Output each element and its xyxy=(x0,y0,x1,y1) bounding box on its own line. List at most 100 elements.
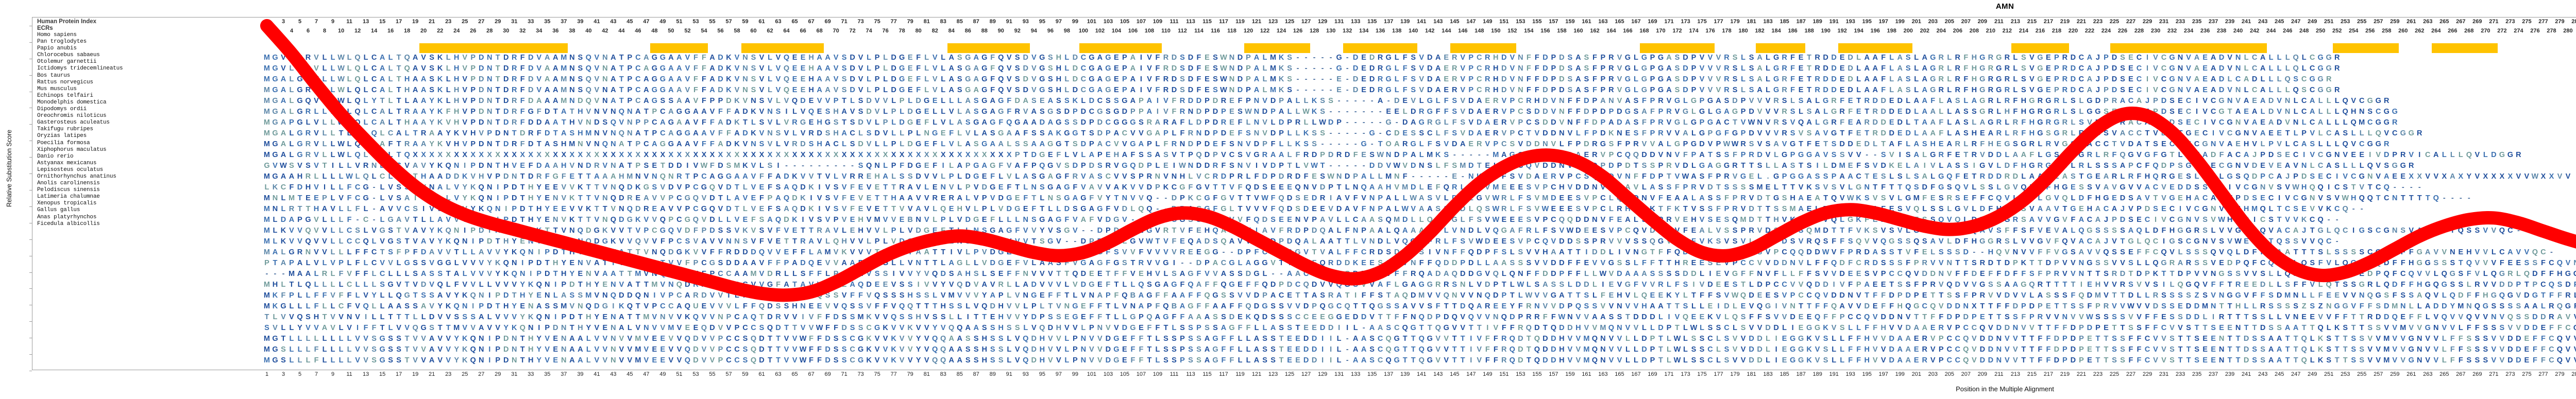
position-tick-label-bottom: 103 xyxy=(1104,371,1113,377)
position-tick-label-bottom: 245 xyxy=(2275,371,2284,377)
position-tick-label-bottom: 181 xyxy=(1747,371,1756,377)
position-tick-label: 31 xyxy=(511,19,517,25)
position-tick-label: 259 xyxy=(2390,19,2399,25)
position-tick-label: 97 xyxy=(1056,19,1062,25)
species-label: Oryzias latipes xyxy=(37,133,123,140)
position-tick-label: 221 xyxy=(2077,19,2086,25)
position-tick-label: 83 xyxy=(940,19,946,25)
position-tick-label: 237 xyxy=(2209,19,2218,25)
position-tick-label-bottom: 183 xyxy=(1763,371,1772,377)
species-label: Rattus norvegicus xyxy=(37,79,123,86)
position-tick-label: 170 xyxy=(1656,28,1665,34)
position-tick-label: 81 xyxy=(924,19,930,25)
position-tick-label: 123 xyxy=(1268,19,1278,25)
position-tick-label: 9 xyxy=(331,19,334,25)
ecr-region-bar xyxy=(1838,43,1912,53)
position-tick-label-bottom: 5 xyxy=(298,371,301,377)
species-label: Xiphophorus maculatus xyxy=(37,147,123,153)
position-tick-label: 186 xyxy=(1788,28,1797,34)
position-tick-label-bottom: 163 xyxy=(1598,371,1607,377)
position-tick-label: 118 xyxy=(1227,28,1236,34)
position-tick-label-bottom: 271 xyxy=(2489,371,2498,377)
position-tick-label: 88 xyxy=(981,28,988,34)
position-tick-label-bottom: 101 xyxy=(1087,371,1096,377)
y-axis-tick-mark xyxy=(29,42,32,43)
position-tick-label: 41 xyxy=(594,19,600,25)
ecr-region-bar xyxy=(741,43,824,53)
position-tick-label: 71 xyxy=(841,19,847,25)
position-tick-label: 203 xyxy=(1928,19,1938,25)
position-tick-label-bottom: 81 xyxy=(924,371,930,377)
position-tick-label: 6 xyxy=(307,28,310,34)
position-tick-label-bottom: 221 xyxy=(2077,371,2086,377)
position-tick-label: 99 xyxy=(1072,19,1078,25)
position-tick-label: 176 xyxy=(1705,28,1715,34)
position-tick-label-bottom: 53 xyxy=(692,371,699,377)
position-tick-label: 183 xyxy=(1763,19,1772,25)
position-tick-label: 101 xyxy=(1087,19,1096,25)
position-tick-label-bottom: 243 xyxy=(2258,371,2267,377)
position-tick-label-bottom: 263 xyxy=(2423,371,2432,377)
position-tick-label: 162 xyxy=(1590,28,1599,34)
position-tick-label: 92 xyxy=(1014,28,1021,34)
position-tick-label: 55 xyxy=(709,19,715,25)
position-tick-label: 190 xyxy=(1821,28,1830,34)
position-tick-label: 125 xyxy=(1285,19,1294,25)
position-tick-label: 233 xyxy=(2176,19,2185,25)
position-tick-label: 271 xyxy=(2489,19,2498,25)
position-tick-label: 66 xyxy=(800,28,806,34)
position-tick-label: 226 xyxy=(2118,28,2127,34)
position-tick-label: 20 xyxy=(420,28,427,34)
position-tick-label-bottom: 89 xyxy=(990,371,996,377)
position-tick-label: 8 xyxy=(323,28,326,34)
position-tick-label: 247 xyxy=(2291,19,2300,25)
position-tick-label: 239 xyxy=(2225,19,2234,25)
species-label: Latimeria chalumnae xyxy=(37,194,123,200)
position-tick-label: 173 xyxy=(1681,19,1690,25)
position-tick-label: 27 xyxy=(478,19,484,25)
position-tick-label: 114 xyxy=(1194,28,1204,34)
top-position-axis: 1 3 5 7 9 11 13 15 17 19 21 23 25 27 29 31 33 35 37 39 41 43 4… xyxy=(32,18,2576,38)
position-tick-label-bottom: 15 xyxy=(379,371,385,377)
species-label: Anas platyrhynchos xyxy=(37,214,123,221)
position-tick-label-bottom: 17 xyxy=(396,371,402,377)
position-tick-label-bottom: 219 xyxy=(2060,371,2070,377)
position-tick-label: 270 xyxy=(2481,28,2490,34)
position-tick-label: 35 xyxy=(544,19,550,25)
position-tick-label: 255 xyxy=(2357,19,2366,25)
position-tick-label: 165 xyxy=(1615,19,1624,25)
position-tick-label: 129 xyxy=(1318,19,1327,25)
position-tick-label: 267 xyxy=(2456,19,2465,25)
position-tick-label: 17 xyxy=(396,19,402,25)
position-tick-label: 260 xyxy=(2398,28,2408,34)
position-tick-label: 261 xyxy=(2406,19,2416,25)
position-tick-label: 197 xyxy=(1879,19,1888,25)
position-tick-label-bottom: 25 xyxy=(462,371,468,377)
position-tick-label-bottom: 153 xyxy=(1516,371,1525,377)
ecr-region-bar xyxy=(1450,43,1517,53)
position-tick-label: 265 xyxy=(2439,19,2449,25)
position-tick-label: 149 xyxy=(1483,19,1492,25)
position-tick-label-bottom: 255 xyxy=(2357,371,2366,377)
species-label: Astyanax mexicanus xyxy=(37,160,123,167)
species-label: Anolis carolinensis xyxy=(37,180,123,187)
position-tick-label: 192 xyxy=(1838,28,1847,34)
position-tick-label: 160 xyxy=(1573,28,1583,34)
position-tick-label: 21 xyxy=(429,19,435,25)
position-tick-label: 241 xyxy=(2242,19,2251,25)
position-tick-label: 201 xyxy=(1912,19,1921,25)
position-tick-label: 5 xyxy=(298,19,301,25)
position-tick-label: 1 xyxy=(265,19,268,25)
position-tick-label-bottom: 175 xyxy=(1697,371,1706,377)
ecr-region-bar xyxy=(2011,43,2069,53)
top-axis-even-ticks: 2 4 6 8 10 12 14 16 18 20 22 24 26 28 30 32 34 36 38 40 42 44… xyxy=(32,28,2576,37)
position-tick-label-bottom: 151 xyxy=(1499,371,1509,377)
position-tick-label: 266 xyxy=(2448,28,2457,34)
position-tick-label: 195 xyxy=(1862,19,1872,25)
species-label: Homo sapiens xyxy=(37,32,123,39)
position-tick-label: 244 xyxy=(2266,28,2276,34)
species-label: Lepisosteus oculatus xyxy=(37,167,123,174)
position-tick-label: 78 xyxy=(899,28,905,34)
position-tick-label: 225 xyxy=(2110,19,2119,25)
position-tick-label: 277 xyxy=(2538,19,2548,25)
